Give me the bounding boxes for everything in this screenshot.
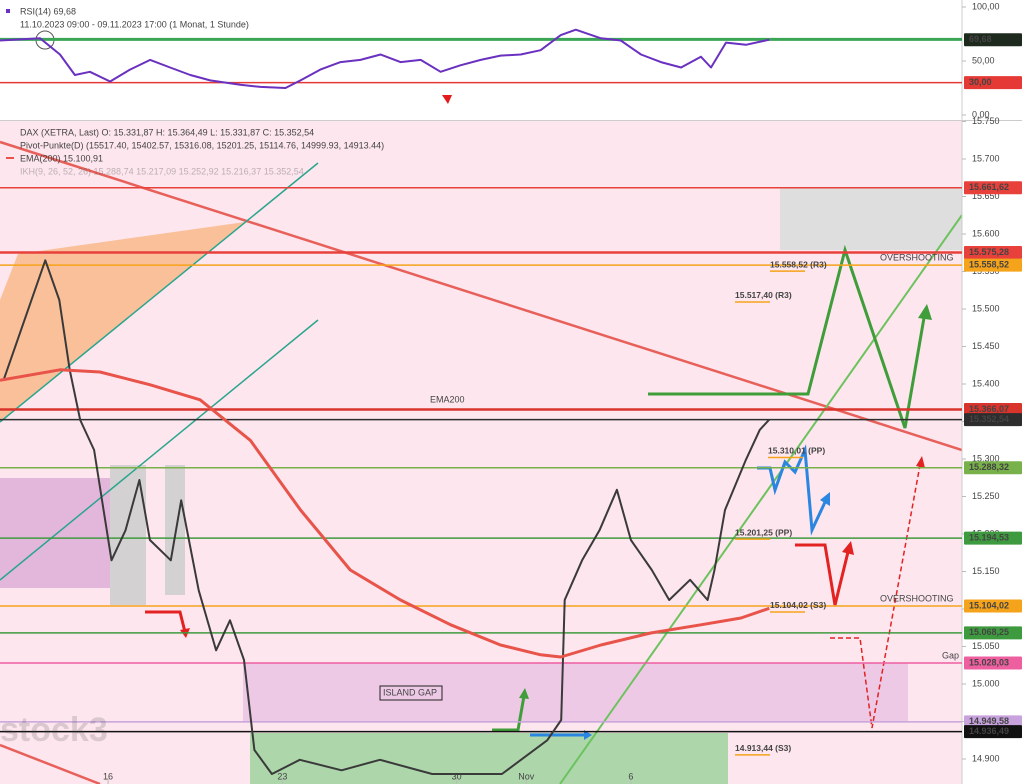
y-tick-label: 15.400 xyxy=(972,378,1000,388)
y-tick-label: 15.150 xyxy=(972,566,1000,576)
annotation: OVERSHOOTING xyxy=(880,252,954,262)
pivot-label: 15.201,25 (PP) xyxy=(735,527,792,537)
legend-text: RSI(14) 69,68 xyxy=(20,6,76,16)
price-tag-label: 14.936,49 xyxy=(969,726,1009,736)
y-tick-label: 15.300 xyxy=(972,453,1000,463)
annotation: Gap xyxy=(942,650,959,660)
price-tag xyxy=(964,656,1022,670)
price-tag xyxy=(964,725,1022,739)
price-tag xyxy=(964,626,1022,640)
annotation: OVERSHOOTING xyxy=(880,593,954,603)
pane xyxy=(0,28,962,89)
pivot-label: 14.913,44 (S3) xyxy=(735,743,791,753)
y-tick-label: 15.600 xyxy=(972,228,1000,238)
watermark: stock3 xyxy=(0,711,108,749)
y-tick-label: 15.000 xyxy=(972,678,1000,688)
y-tick-label: 15.050 xyxy=(972,641,1000,651)
series-line xyxy=(0,368,770,659)
legend-text: IKH(9, 26, 52, 26) 15.288,74 15.217,09 1… xyxy=(20,166,304,176)
price-tag-label: 15.194,53 xyxy=(969,532,1009,542)
pivot-label: 15.558,52 (R3) xyxy=(770,259,827,269)
price-tag xyxy=(964,258,1022,272)
y-tick-label: 15.450 xyxy=(972,341,1000,351)
price-tag-label: 30,00 xyxy=(969,77,992,87)
x-tick-label: 6 xyxy=(628,771,633,781)
y-tick-label: 15.700 xyxy=(972,153,1000,163)
legend-icon xyxy=(6,9,10,13)
legend: RSI(14) 69,68 11.10.2023 09:00 - 09.11.2… xyxy=(6,6,384,176)
price-tag xyxy=(964,531,1022,545)
series-line xyxy=(0,28,770,89)
price-tag-label: 15.288,32 xyxy=(969,462,1009,472)
price-tag xyxy=(964,402,1022,416)
price-tag xyxy=(964,181,1022,195)
legend-text: EMA(200) 15.100,91 xyxy=(20,153,103,163)
axis-background xyxy=(962,0,1022,784)
legend-text: Pivot-Punkte(D) (15517.40, 15402.57, 153… xyxy=(20,140,384,150)
y-tick-label: 15.500 xyxy=(972,303,1000,313)
y-tick-label: 15.650 xyxy=(972,191,1000,201)
legend-text: DAX (XETRA, Last) O: 15.331,87 H: 15.364… xyxy=(20,127,314,137)
pane: 15.558,52 (R3) 15.517,40 (R3) 15.310,01 (P… xyxy=(0,187,962,775)
y-tick-label: 15.750 xyxy=(972,116,1000,126)
price-tag xyxy=(964,76,1022,90)
x-tick-label: Nov xyxy=(518,771,535,781)
price-tag-label: 15.366,07 xyxy=(969,404,1009,414)
annotation-box xyxy=(379,685,443,701)
price-tag-label: 15.104,02 xyxy=(969,600,1009,610)
price-tag-label: 15.558,52 xyxy=(969,259,1009,269)
y-tick-label: 100,00 xyxy=(972,1,1000,11)
rsi-arrow xyxy=(442,95,452,104)
price-tag xyxy=(964,246,1022,260)
x-tick-label: 23 xyxy=(277,771,287,781)
price-tag-label: 15.352,54 xyxy=(969,414,1009,424)
price-tag-label: 69,68 xyxy=(969,34,992,44)
price-tags: 69,68 30,00 15.661,62 15.575,28 15.558,52 15.… xyxy=(964,33,1022,739)
price-tag xyxy=(964,715,1022,729)
y-tick-label: 14.900 xyxy=(972,753,1000,763)
price-tag xyxy=(964,599,1022,613)
price-tag-label: 15.575,28 xyxy=(969,247,1009,257)
price-tag-label: 15.068,25 xyxy=(969,627,1009,637)
annotation: EMA200 xyxy=(430,394,465,404)
pivot-label: 15.517,40 (R3) xyxy=(735,290,792,300)
annotation: ISLAND GAP xyxy=(383,687,437,697)
pivot-label: 15.104,02 (S3) xyxy=(770,600,826,610)
price-tag-label: 15.661,62 xyxy=(969,182,1009,192)
y-tick-label: 15.250 xyxy=(972,491,1000,501)
data-layer: 100,00 50,00 0,00 15.558,52 (R3) 15.517,40 (… xyxy=(0,1,1000,784)
price-tag xyxy=(964,413,1022,427)
pivot-label: 15.310,01 (PP) xyxy=(768,446,825,456)
legend-icon xyxy=(6,157,14,159)
y-tick-label: 50,00 xyxy=(972,55,995,65)
x-tick-label: 16 xyxy=(103,771,113,781)
price-tag xyxy=(964,461,1022,475)
series-line xyxy=(2,259,771,775)
y-tick-label: 0,00 xyxy=(972,109,990,119)
price-tag xyxy=(964,33,1022,47)
price-tag-label: 15.028,03 xyxy=(969,657,1009,667)
price-tag-label: 14.949,58 xyxy=(969,716,1009,726)
x-tick-label: 30 xyxy=(452,771,462,781)
subtitle: 11.10.2023 09:00 - 09.11.2023 17:00 (1 M… xyxy=(20,19,249,29)
